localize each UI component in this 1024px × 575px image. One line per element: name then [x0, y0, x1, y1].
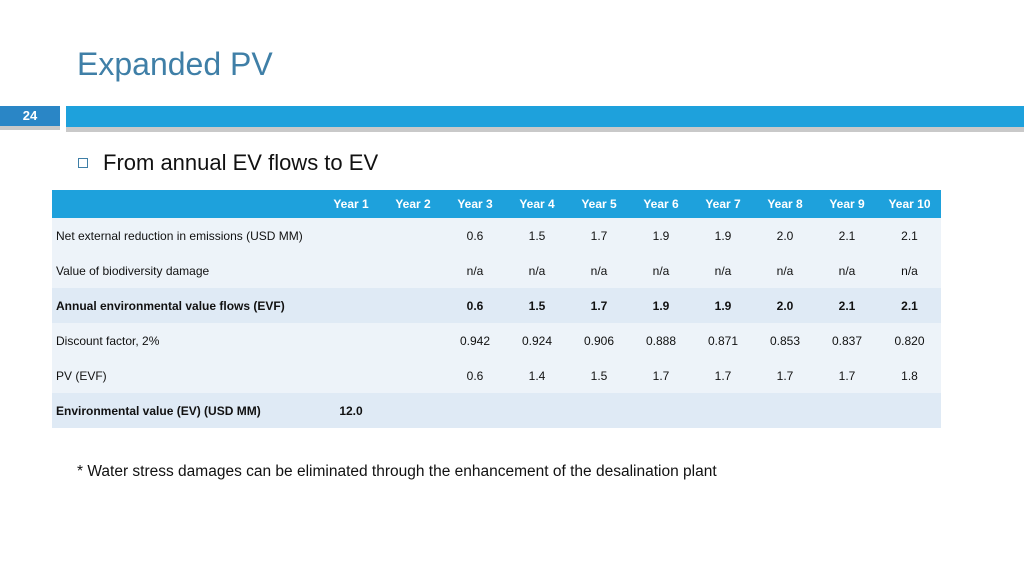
table-cell	[382, 218, 444, 253]
table-cell: 2.0	[754, 218, 816, 253]
table-cell	[382, 253, 444, 288]
ev-table: Year 1 Year 2 Year 3 Year 4 Year 5 Year …	[52, 190, 941, 428]
table-cell: 2.1	[878, 288, 941, 323]
table-cell: 1.7	[568, 218, 630, 253]
row-label: Annual environmental value flows (EVF)	[52, 288, 320, 323]
table-cell: 1.5	[506, 218, 568, 253]
table-cell: 0.6	[444, 218, 506, 253]
column-header: Year 9	[816, 190, 878, 218]
table-cell: n/a	[692, 253, 754, 288]
column-header: Year 10	[878, 190, 941, 218]
table-cell: 1.5	[568, 358, 630, 393]
table-row: Annual environmental value flows (EVF) 0…	[52, 288, 941, 323]
table-cell: 2.1	[816, 218, 878, 253]
table-cell: 0.6	[444, 358, 506, 393]
table-cell: n/a	[816, 253, 878, 288]
table-cell: n/a	[506, 253, 568, 288]
table-row: PV (EVF) 0.6 1.4 1.5 1.7 1.7 1.7 1.7 1.8	[52, 358, 941, 393]
header-bar	[66, 106, 1024, 127]
table-cell: 0.871	[692, 323, 754, 358]
table-cell: 0.906	[568, 323, 630, 358]
table-cell: n/a	[754, 253, 816, 288]
table-cell	[754, 393, 816, 428]
table-cell	[382, 323, 444, 358]
row-label: Environmental value (EV) (USD MM)	[52, 393, 320, 428]
table-cell: 2.0	[754, 288, 816, 323]
table-cell: n/a	[568, 253, 630, 288]
row-label: Value of biodiversity damage	[52, 253, 320, 288]
table-cell: 12.0	[320, 393, 382, 428]
table-cell	[320, 323, 382, 358]
column-header: Year 1	[320, 190, 382, 218]
table-cell: 1.9	[692, 288, 754, 323]
column-header: Year 2	[382, 190, 444, 218]
table-cell	[320, 253, 382, 288]
table-cell	[568, 393, 630, 428]
table-cell: 2.1	[816, 288, 878, 323]
table-cell: 0.924	[506, 323, 568, 358]
table-cell: n/a	[630, 253, 692, 288]
row-label: Net external reduction in emissions (USD…	[52, 218, 320, 253]
table-cell	[320, 218, 382, 253]
table-cell	[692, 393, 754, 428]
table-cell	[816, 393, 878, 428]
table-cell	[506, 393, 568, 428]
table-cell: 1.4	[506, 358, 568, 393]
bullet-item: From annual EV flows to EV	[78, 150, 378, 176]
table-cell	[320, 358, 382, 393]
table-cell: n/a	[444, 253, 506, 288]
table-row: Discount factor, 2% 0.942 0.924 0.906 0.…	[52, 323, 941, 358]
table-header-row: Year 1 Year 2 Year 3 Year 4 Year 5 Year …	[52, 190, 941, 218]
table-cell: n/a	[878, 253, 941, 288]
table-cell: 0.853	[754, 323, 816, 358]
table-cell: 0.820	[878, 323, 941, 358]
table-cell	[320, 288, 382, 323]
table-cell	[382, 288, 444, 323]
table-cell: 0.888	[630, 323, 692, 358]
table-row: Net external reduction in emissions (USD…	[52, 218, 941, 253]
bullet-text: From annual EV flows to EV	[103, 150, 379, 175]
column-header: Year 7	[692, 190, 754, 218]
column-header: Year 8	[754, 190, 816, 218]
table-cell: 1.9	[630, 288, 692, 323]
table-cell	[630, 393, 692, 428]
table-cell: 1.7	[692, 358, 754, 393]
column-header: Year 3	[444, 190, 506, 218]
table-cell	[382, 393, 444, 428]
slide-title: Expanded PV	[77, 46, 273, 82]
row-label: Discount factor, 2%	[52, 323, 320, 358]
table-cell: 1.9	[692, 218, 754, 253]
slide-number: 24	[0, 106, 60, 126]
table-cell: 0.942	[444, 323, 506, 358]
column-header: Year 4	[506, 190, 568, 218]
row-label: PV (EVF)	[52, 358, 320, 393]
column-header	[52, 190, 320, 218]
slide-number-text: 24	[22, 108, 38, 123]
table-cell: 2.1	[878, 218, 941, 253]
table-cell: 1.9	[630, 218, 692, 253]
table-cell: 1.7	[630, 358, 692, 393]
table-cell: 1.5	[506, 288, 568, 323]
table-row: Environmental value (EV) (USD MM) 12.0	[52, 393, 941, 428]
table-cell: 1.7	[816, 358, 878, 393]
square-bullet-icon	[78, 158, 88, 168]
table-cell: 1.7	[568, 288, 630, 323]
footnote: * Water stress damages can be eliminated…	[77, 463, 717, 480]
table-row: Value of biodiversity damage n/a n/a n/a…	[52, 253, 941, 288]
table-cell	[878, 393, 941, 428]
table-cell: 1.8	[878, 358, 941, 393]
table-cell: 0.6	[444, 288, 506, 323]
table-cell: 1.7	[754, 358, 816, 393]
table-cell	[382, 358, 444, 393]
table-cell	[444, 393, 506, 428]
table-cell: 0.837	[816, 323, 878, 358]
column-header: Year 5	[568, 190, 630, 218]
column-header: Year 6	[630, 190, 692, 218]
